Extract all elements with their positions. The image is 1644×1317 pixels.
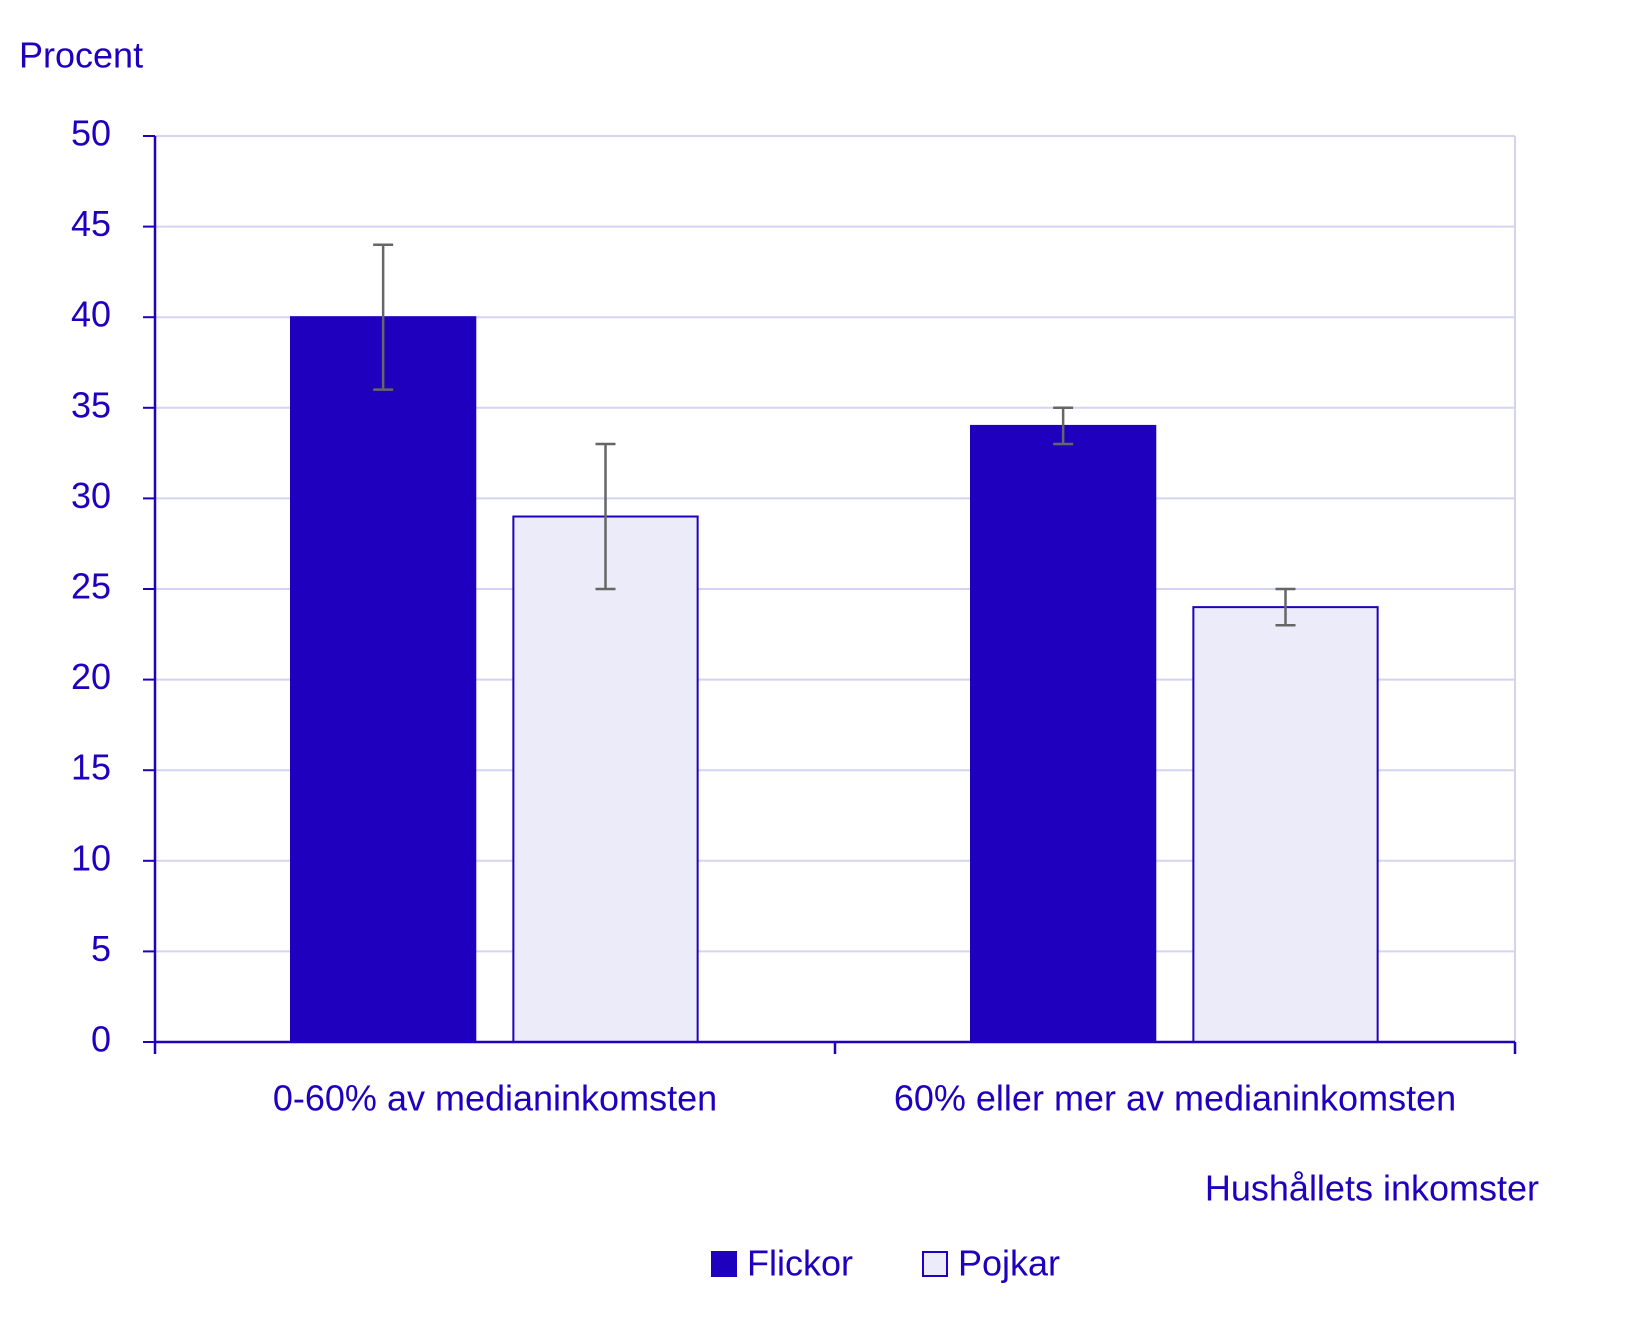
bar bbox=[1192, 606, 1379, 1043]
y-tick-label: 5 bbox=[91, 928, 111, 969]
y-tick-label: 0 bbox=[91, 1019, 111, 1060]
y-tick-label: 35 bbox=[71, 384, 111, 425]
y-tick-label: 40 bbox=[71, 294, 111, 335]
y-tick-label: 10 bbox=[71, 837, 111, 878]
error-bar bbox=[373, 243, 394, 391]
error-bar bbox=[1053, 406, 1074, 446]
legend-swatch bbox=[922, 1251, 948, 1277]
y-tick-label: 45 bbox=[71, 203, 111, 244]
y-tick-label: 20 bbox=[71, 656, 111, 697]
bar bbox=[970, 424, 1157, 1044]
x-tick-label: 0-60% av medianinkomsten bbox=[273, 1078, 717, 1119]
legend-swatch bbox=[711, 1251, 737, 1277]
legend-label: Pojkar bbox=[958, 1243, 1060, 1284]
bar bbox=[290, 316, 477, 1043]
y-tick-label: 50 bbox=[71, 113, 111, 154]
legend-label: Flickor bbox=[747, 1243, 853, 1284]
y-tick-label: 25 bbox=[71, 566, 111, 607]
error-bar bbox=[595, 442, 616, 591]
x-tick-label: 60% eller mer av medianinkomsten bbox=[894, 1078, 1456, 1119]
y-tick-label: 30 bbox=[71, 475, 111, 516]
error-bar bbox=[1275, 587, 1296, 627]
x-axis-title: Hushållets inkomster bbox=[1205, 1168, 1539, 1209]
y-axis-title: Procent bbox=[19, 35, 143, 76]
y-tick-label: 15 bbox=[71, 747, 111, 788]
bar bbox=[512, 515, 699, 1043]
